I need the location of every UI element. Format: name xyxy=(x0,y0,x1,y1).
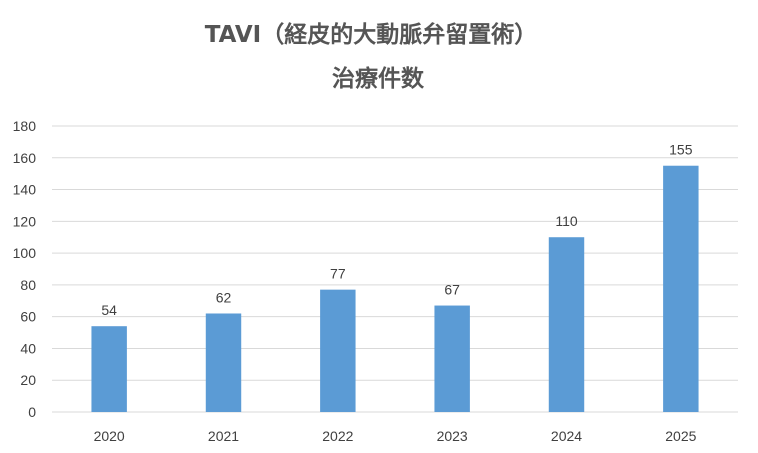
chart-title-line2: 治療件数 xyxy=(332,65,425,92)
bar-2024 xyxy=(548,237,585,412)
gridlines xyxy=(52,125,738,413)
data-labels: 54 62 77 67 110 155 xyxy=(101,142,692,318)
x-tick-label-2020: 2020 xyxy=(94,428,125,444)
y-tick-label-7: 140 xyxy=(13,182,37,198)
bar-2020 xyxy=(91,326,127,412)
bar-2025 xyxy=(663,165,699,412)
bar-2021 xyxy=(205,313,242,412)
data-label-2020: 54 xyxy=(101,302,117,318)
y-tick-label-1: 20 xyxy=(20,372,36,388)
y-tick-label-9: 180 xyxy=(13,118,37,134)
x-tick-label-2024: 2024 xyxy=(551,428,582,444)
y-tick-label-2: 40 xyxy=(20,340,36,356)
x-tick-label-2025: 2025 xyxy=(665,428,696,444)
x-axis: 2020 2021 2022 2023 2024 2025 xyxy=(94,428,697,444)
x-tick-label-2021: 2021 xyxy=(208,428,239,444)
bar-2023 xyxy=(434,305,470,412)
data-label-2024: 110 xyxy=(555,213,578,229)
y-tick-label-0: 0 xyxy=(28,404,36,420)
y-tick-label-3: 60 xyxy=(20,309,36,325)
y-tick-label-8: 160 xyxy=(13,150,37,166)
y-tick-label-4: 80 xyxy=(20,277,36,293)
data-label-2021: 62 xyxy=(216,289,232,305)
chart-title-line1: TAVI（経皮的大動脈弁留置術） xyxy=(205,21,538,48)
x-tick-label-2023: 2023 xyxy=(437,428,468,444)
y-tick-label-6: 120 xyxy=(13,213,37,229)
data-label-2025: 155 xyxy=(669,142,693,158)
y-axis: 0 20 40 60 80 100 120 140 160 180 xyxy=(13,118,37,420)
y-tick-label-5: 100 xyxy=(13,245,37,261)
bar-series xyxy=(91,165,699,412)
data-label-2022: 77 xyxy=(330,266,346,282)
bar-2022 xyxy=(320,289,356,412)
x-tick-label-2022: 2022 xyxy=(322,428,353,444)
data-label-2023: 67 xyxy=(444,282,460,298)
